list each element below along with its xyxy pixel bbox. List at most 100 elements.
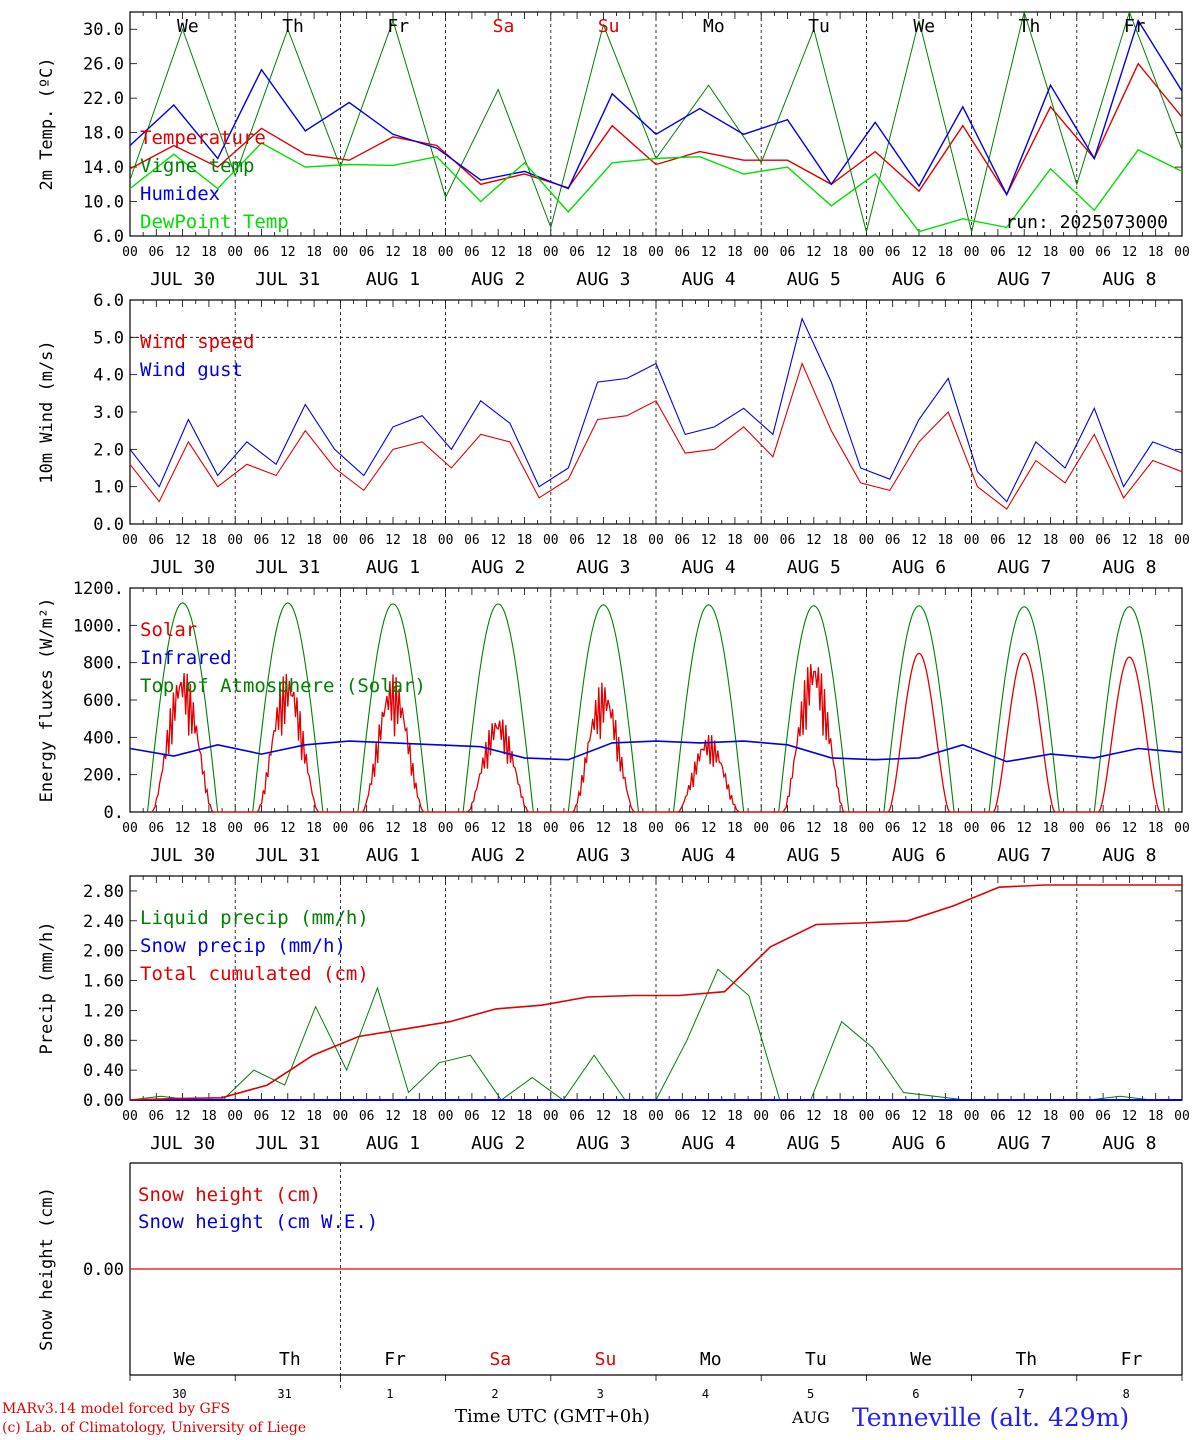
hour-tick-label: 12 (1122, 245, 1138, 260)
hour-tick-label: 06 (464, 245, 480, 260)
plot-frame (129, 299, 1183, 525)
hour-tick-label: 00 (859, 533, 875, 548)
hour-tick-label: 12 (280, 1109, 296, 1124)
hour-tick-label: 06 (1095, 1109, 1111, 1124)
date-label: AUG 6 (892, 1133, 946, 1154)
hour-tick-label: 00 (543, 533, 559, 548)
weekday-label: Mo (700, 1349, 722, 1370)
date-label: JUL 30 (150, 269, 215, 290)
hour-tick-label: 12 (596, 533, 612, 548)
date-label: AUG 1 (366, 557, 420, 578)
y-axis-label: Precip (mm/h) (37, 921, 57, 1054)
y-tick-label: 4.0 (93, 366, 124, 386)
hour-tick-label: 18 (306, 1109, 322, 1124)
hour-tick-label: 12 (596, 821, 612, 836)
hour-tick-label: 12 (385, 821, 401, 836)
hour-tick-label: 06 (569, 1109, 585, 1124)
hour-tick-label: 00 (333, 245, 349, 260)
y-tick-label: 5.0 (93, 328, 124, 348)
y-axis-label: Energy fluxes (W/m²) (37, 598, 57, 803)
hour-tick-label: 18 (832, 245, 848, 260)
hour-tick-label: 00 (964, 1109, 980, 1124)
y-axis-label: Snow height (cm) (37, 1187, 57, 1351)
hour-tick-label: 18 (622, 1109, 638, 1124)
legend-entry: Wind gust (140, 359, 243, 381)
hour-tick-label: 12 (911, 533, 927, 548)
y-tick-label: 1200. (73, 579, 124, 599)
legend-entry: Total cumulated (cm) (140, 963, 369, 985)
date-label: AUG 3 (576, 1133, 630, 1154)
date-label: AUG 8 (1102, 845, 1156, 866)
hour-tick-label: 12 (701, 533, 717, 548)
hour-tick-label: 06 (885, 245, 901, 260)
date-label: AUG 2 (471, 845, 525, 866)
hour-tick-label: 06 (1095, 821, 1111, 836)
hour-tick-label: 00 (1174, 1109, 1190, 1124)
weekday-label: We (910, 1349, 932, 1370)
hour-tick-label: 18 (937, 533, 953, 548)
hour-tick-label: 12 (1016, 533, 1032, 548)
date-label: JUL 30 (150, 1133, 215, 1154)
hour-tick-label: 06 (464, 821, 480, 836)
hour-tick-label: 18 (832, 821, 848, 836)
y-axis-label: 2m Temp. (ºC) (37, 57, 57, 190)
hour-tick-label: 18 (201, 821, 217, 836)
hour-tick-label: 00 (753, 533, 769, 548)
hour-tick-label: 12 (490, 245, 506, 260)
y-tick-label: 1000. (73, 616, 124, 636)
weekday-label: We (174, 1349, 196, 1370)
hour-tick-label: 18 (832, 1109, 848, 1124)
hour-tick-label: 06 (148, 533, 164, 548)
hour-tick-label: 06 (359, 245, 375, 260)
date-label: AUG 1 (366, 269, 420, 290)
date-label: AUG 4 (682, 269, 736, 290)
hour-tick-label: 12 (1016, 821, 1032, 836)
date-label: AUG 4 (682, 1133, 736, 1154)
hour-tick-label: 12 (385, 533, 401, 548)
weekday-label: Th (1015, 1349, 1037, 1370)
hour-tick-label: 12 (1016, 245, 1032, 260)
hour-tick-label: 18 (517, 245, 533, 260)
hour-tick-label: 18 (201, 245, 217, 260)
weekday-label: Tu (805, 1349, 827, 1370)
hour-tick-label: 12 (806, 533, 822, 548)
hour-tick-label: 18 (411, 821, 427, 836)
weekday-label: Th (282, 16, 304, 37)
legend-entry: Snow height (cm W.E.) (138, 1211, 378, 1233)
hour-tick-label: 06 (885, 821, 901, 836)
hour-tick-label: 00 (859, 245, 875, 260)
hour-tick-label: 06 (359, 821, 375, 836)
hour-tick-label: 12 (385, 1109, 401, 1124)
hour-tick-label: 06 (990, 1109, 1006, 1124)
day-number-label: 2 (491, 1387, 498, 1401)
legend-entry: Top of Atmosphere (Solar) (140, 675, 426, 697)
day-number-label: 6 (912, 1387, 919, 1401)
hour-tick-label: 12 (701, 821, 717, 836)
day-number-label: 7 (1017, 1387, 1024, 1401)
hour-tick-label: 18 (201, 533, 217, 548)
hour-tick-label: 18 (517, 821, 533, 836)
y-tick-label: 0.40 (83, 1061, 124, 1081)
date-label: AUG 4 (682, 845, 736, 866)
y-tick-label: 3.0 (93, 403, 124, 423)
hour-tick-label: 18 (727, 821, 743, 836)
hour-tick-label: 18 (306, 245, 322, 260)
hour-tick-label: 06 (1095, 533, 1111, 548)
weekday-label: Th (279, 1349, 301, 1370)
hour-tick-label: 00 (1069, 821, 1085, 836)
date-label: AUG 5 (787, 1133, 841, 1154)
hour-tick-label: 06 (254, 245, 270, 260)
hour-tick-label: 00 (964, 533, 980, 548)
date-label: AUG 8 (1102, 269, 1156, 290)
hour-tick-label: 18 (622, 533, 638, 548)
date-label: AUG 2 (471, 269, 525, 290)
hour-tick-label: 06 (569, 533, 585, 548)
hour-tick-label: 00 (543, 1109, 559, 1124)
time-axis-label: Time UTC (GMT+0h) (455, 1406, 650, 1427)
hour-tick-label: 18 (1043, 821, 1059, 836)
y-tick-label: 0.00 (83, 1260, 124, 1280)
hour-tick-label: 00 (648, 533, 664, 548)
y-tick-label: 18.0 (83, 124, 124, 144)
weekday-label: Fr (1124, 16, 1146, 37)
hour-tick-label: 12 (175, 245, 191, 260)
